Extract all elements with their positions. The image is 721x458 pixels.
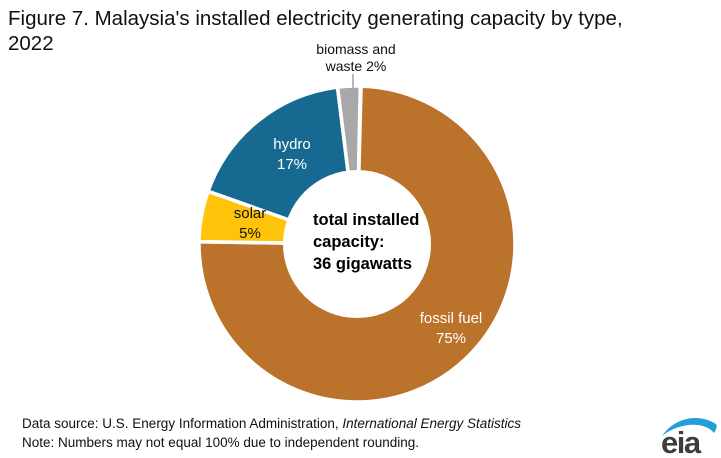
slice-label-hydro-line2: 17%: [276, 156, 308, 173]
slice-separator: [197, 84, 517, 404]
footer-note: Note: Numbers may not equal 100% due to …: [22, 435, 420, 450]
data-source-line: Data source: U.S. Energy Information Adm…: [22, 414, 521, 433]
figure-title: Figure 7. Malaysia's installed electrici…: [8, 6, 718, 56]
slice-label-fossil-line2: 75%: [435, 330, 467, 347]
data-source-prefix: Data source: U.S. Energy Information Adm…: [22, 416, 343, 431]
eia-logo: eia: [660, 412, 718, 458]
slice-label-fossil-fuel: fossil fuel 75%: [420, 309, 483, 349]
slice-separator: [205, 85, 360, 247]
eia-swoosh-icon: [662, 417, 717, 436]
slice-label-hydro-line1: hydro: [273, 136, 311, 153]
figure-footer: Data source: U.S. Energy Information Adm…: [22, 414, 521, 452]
eia-logo-text: eia: [661, 425, 701, 458]
donut-center-label: total installed capacity: 36 gigawatts: [313, 209, 419, 275]
center-label-line2: capacity:: [313, 233, 385, 251]
slice-label-biomass-line1: biomass and: [316, 41, 396, 57]
figure-title-line1: Figure 7. Malaysia's installed electrici…: [8, 7, 623, 30]
slice-label-solar-line2: 5%: [239, 225, 261, 242]
slice-label-fossil-line1: fossil fuel: [419, 310, 483, 327]
figure-title-line2: 2022: [8, 32, 54, 55]
slice-label-biomass-line2: waste 2%: [325, 58, 387, 74]
data-source-publication: International Energy Statistics: [342, 416, 521, 431]
slice-label-hydro: hydro 17%: [273, 135, 311, 175]
slice-label-biomass: biomass and waste 2%: [316, 41, 395, 75]
slice-label-solar-line1: solar: [233, 205, 267, 222]
slice-separator: [335, 84, 363, 245]
slice-label-solar: solar 5%: [234, 204, 267, 244]
center-label-line1: total installed: [313, 211, 420, 229]
center-label-line3: 36 gigawatts: [313, 255, 413, 273]
donut-hole: [283, 170, 431, 318]
